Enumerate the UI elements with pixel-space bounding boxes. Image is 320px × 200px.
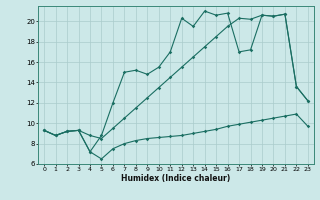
X-axis label: Humidex (Indice chaleur): Humidex (Indice chaleur): [121, 174, 231, 183]
